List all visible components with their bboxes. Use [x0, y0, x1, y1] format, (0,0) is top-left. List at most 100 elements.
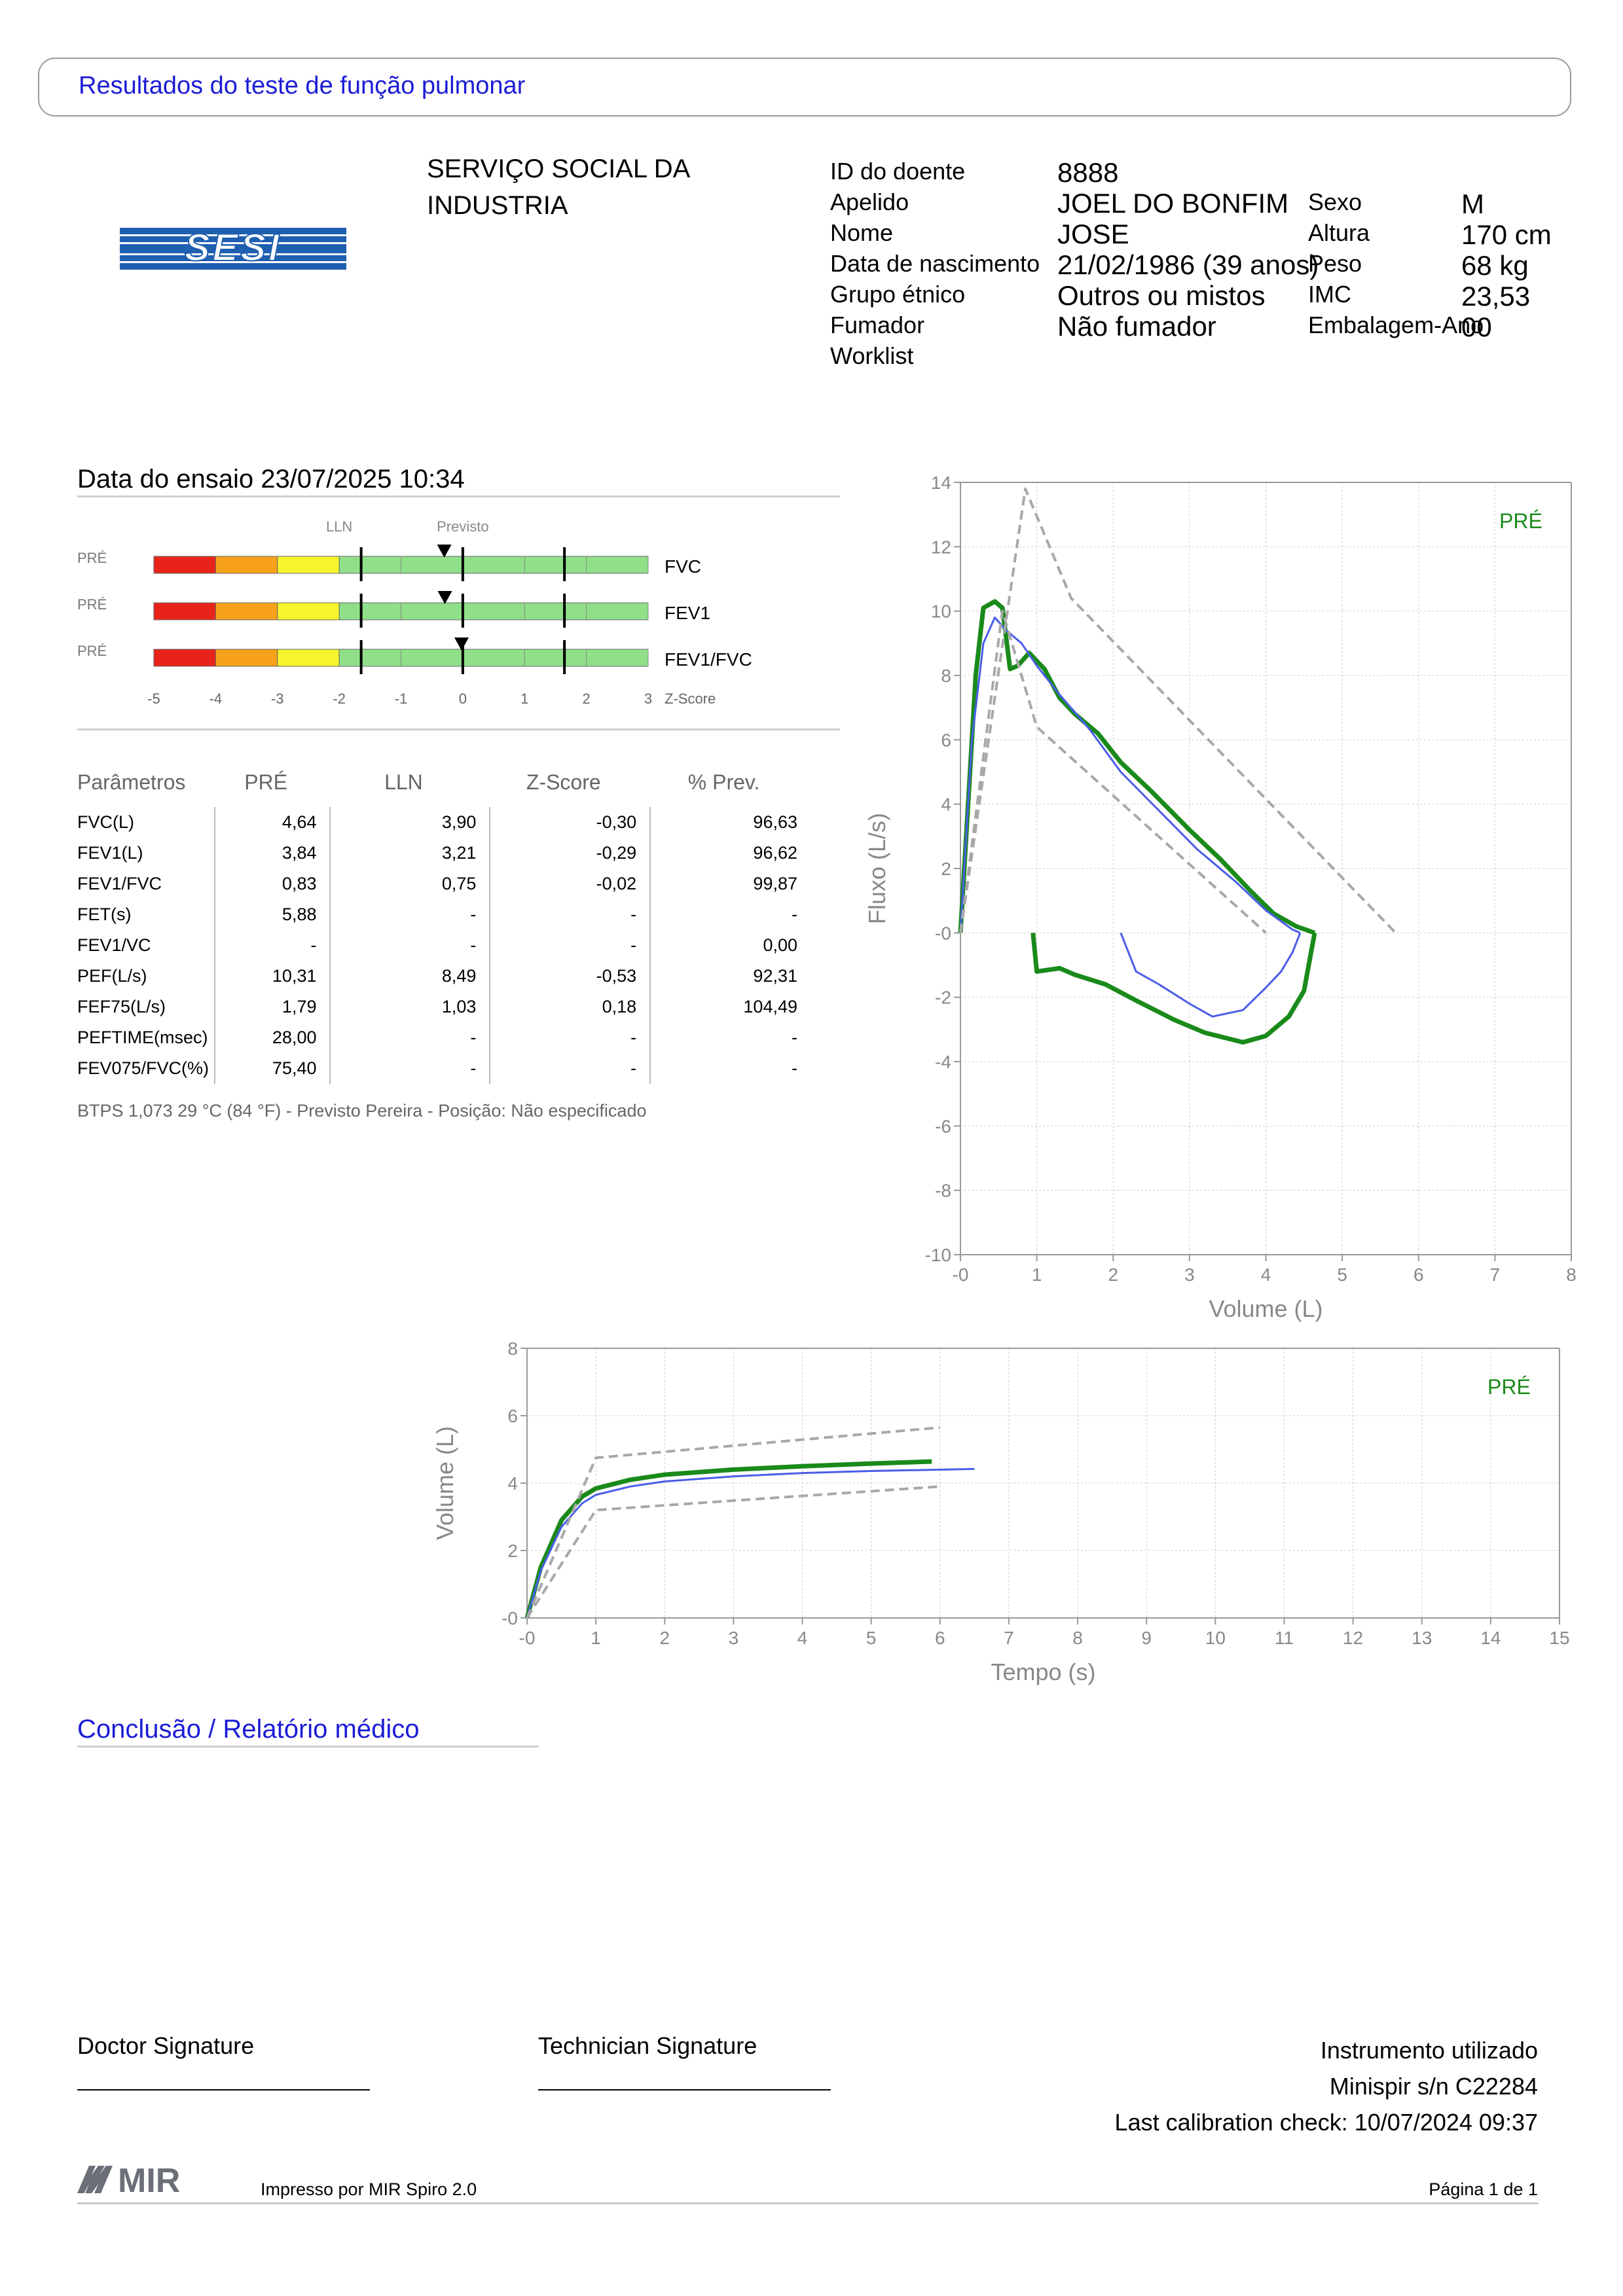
parameter-name: FEV1/VC	[77, 930, 215, 961]
x-tick-label: 7	[1004, 1628, 1014, 1648]
value-pack: 00	[1461, 312, 1492, 342]
zscore-tick: -1	[395, 691, 408, 707]
series-line-2	[959, 617, 1301, 934]
svg-text:MIR: MIR	[118, 2162, 180, 2196]
table-cell: 10,31	[214, 961, 331, 992]
x-axis-label: Volume (L)	[1209, 1295, 1322, 1322]
y-tick-label: -0	[501, 1608, 518, 1628]
calibration-check: Last calibration check: 10/07/2024 09:37	[1114, 2109, 1538, 2136]
zscore-panel: LLN Previsto PRÉ FVC PRÉ FEV1 PRÉ FEV1/FVC -5 -4 -…	[77, 518, 752, 707]
technician-signature-line	[538, 2089, 831, 2090]
column-header: LLN	[384, 770, 423, 794]
label-bmi: IMC	[1308, 281, 1351, 308]
y-tick-label: -8	[935, 1181, 951, 1201]
table-row: FEV1/FVC 0,83 0,75 -0,02 99,87	[77, 869, 797, 899]
table-row: FEV1/VC - - -0,00	[77, 930, 797, 961]
pre-label: PRÉ	[77, 596, 107, 613]
y-tick-label: -4	[935, 1052, 951, 1072]
table-row: FEV1(L) 3,84 3,21 -0,29 96,62	[77, 838, 797, 869]
table-cell: 4,64	[214, 807, 331, 838]
label-pack: Embalagem-Ano	[1308, 312, 1484, 338]
x-tick-label: 9	[1141, 1628, 1152, 1648]
footer-divider	[77, 2202, 1539, 2204]
measurement-note: BTPS 1,073 29 °C (84 °F) - Previsto Pere…	[77, 1101, 647, 1121]
parameter-name: FEV075/FVC(%)	[77, 1053, 215, 1084]
y-tick-label: 2	[507, 1541, 518, 1561]
page-number: Página 1 de 1	[1429, 2179, 1538, 2199]
y-tick-label: 2	[941, 859, 951, 879]
label-surname: Apelido	[830, 188, 909, 215]
y-tick-label: 4	[507, 1473, 518, 1494]
label-weight: Peso	[1308, 250, 1362, 277]
series-line-4	[959, 487, 1397, 934]
value-weight: 68 kg	[1461, 250, 1529, 281]
x-tick-label: 10	[1205, 1628, 1226, 1648]
series-line-0	[958, 599, 1316, 935]
table-header-row: Parâmetros PRÉ LLN Z-Score % Prev.	[77, 769, 797, 807]
flow-volume-chart: -0 1 2 3 4 5 6 7 81412108642-0-2-4-6-8-10Volume …	[864, 473, 1577, 1322]
value-name: JOSE	[1057, 219, 1129, 249]
table-row: FEF75(L/s) 1,79 1,03 0,18 104,49	[77, 992, 797, 1022]
table-cell: -	[792, 1058, 797, 1078]
table-cell: -	[330, 1053, 491, 1084]
parameters-table: Parâmetros PRÉ LLN Z-Score % Prev. FVC(L…	[77, 769, 797, 1084]
table-row: FET(s) 5,88- - -	[77, 899, 797, 930]
value-sex: M	[1461, 188, 1484, 219]
divider	[77, 728, 840, 730]
zscore-axis-label: Z-Score	[665, 691, 716, 707]
column-header: Parâmetros	[77, 770, 186, 794]
zscore-segment	[215, 602, 278, 620]
parameter-name: PEFTIME(msec)	[77, 1022, 215, 1053]
table-cell: -	[490, 930, 651, 961]
y-tick-label: -0	[935, 923, 951, 943]
y-axis-label: Fluxo (L/s)	[864, 813, 890, 924]
parameter-name: FVC(L)	[77, 807, 215, 838]
x-tick-label: 8	[1072, 1628, 1083, 1648]
table-cell: 99,87	[753, 874, 797, 893]
x-tick-label: 6	[1413, 1265, 1424, 1285]
table-cell: 1,03	[330, 992, 491, 1022]
y-tick-label: 6	[507, 1406, 518, 1426]
table-cell: 3,90	[330, 807, 491, 838]
x-tick-label: 13	[1412, 1628, 1432, 1648]
x-tick-label: 5	[866, 1628, 877, 1648]
parameter-name: FEF75(L/s)	[77, 992, 215, 1022]
zscore-row-label: FEV1/FVC	[665, 649, 752, 670]
zscore-marker	[437, 591, 452, 604]
chart-legend: PRÉ	[1499, 509, 1542, 533]
column-header: % Prev.	[687, 770, 760, 794]
doctor-signature-label: Doctor Signature	[77, 2032, 255, 2059]
zscore-tick: 1	[520, 691, 528, 707]
column-header: Z-Score	[526, 770, 601, 794]
table-row: PEFTIME(msec) 28,00- - -	[77, 1022, 797, 1053]
y-tick-label: 12	[931, 537, 951, 557]
table-cell: 0,00	[763, 935, 797, 955]
table-cell: 75,40	[214, 1053, 331, 1084]
x-tick-label: 1	[591, 1628, 601, 1648]
parameter-name: FEV1(L)	[77, 838, 215, 869]
table-cell: -	[490, 899, 651, 930]
x-tick-label: 6	[935, 1628, 945, 1648]
table-row: FEV075/FVC(%) 75,40- - -	[77, 1053, 797, 1084]
patient-labels: ID do doente Apelido Nome Data de nascim…	[830, 156, 1040, 371]
x-tick-label: 8	[1566, 1265, 1577, 1285]
table-cell: -	[214, 930, 331, 961]
zscore-segment	[338, 556, 649, 574]
y-tick-label: 8	[507, 1338, 518, 1359]
sesi-logo: SESI	[120, 228, 346, 270]
x-tick-label: -0	[519, 1628, 536, 1648]
x-tick-label: -0	[953, 1265, 969, 1285]
patient-labels-right: Sexo Altura Peso IMC Embalagem-Ano	[1308, 187, 1484, 340]
y-axis-label: Volume (L)	[432, 1426, 458, 1540]
test-date: Data do ensaio 23/07/2025 10:34	[77, 465, 465, 493]
label-sex: Sexo	[1308, 188, 1362, 215]
zscore-segment	[277, 602, 340, 620]
table-cell: -0,29	[490, 838, 651, 869]
y-tick-label: 8	[941, 666, 951, 686]
zscore-segment	[153, 602, 216, 620]
table-cell: -	[792, 1028, 797, 1047]
pre-label: PRÉ	[77, 550, 107, 566]
zscore-segment	[215, 649, 278, 667]
table-cell: 96,63	[753, 812, 797, 832]
organization-line-1: SERVIÇO SOCIAL DA	[427, 154, 691, 183]
